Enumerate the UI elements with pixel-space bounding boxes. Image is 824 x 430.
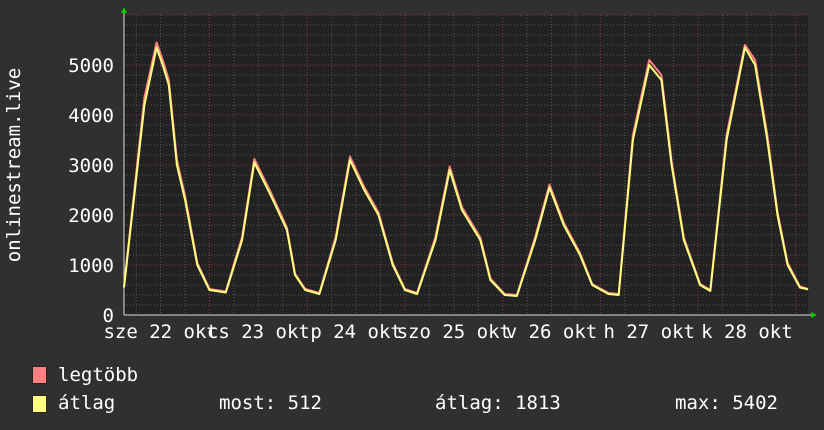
x-tick-label: k 28 okt [701,321,793,343]
legend-avg-label: átlag [58,392,116,414]
x-tick-label: p 24 okt [310,321,402,343]
y-axis-label: onlinestream.live [3,68,25,262]
y-tick-label: 5000 [68,55,114,77]
y-tick-label: 0 [103,305,114,327]
x-tick-label: h 27 okt [603,321,695,343]
legend-max-label: legtöbb [58,364,139,386]
legend-current-value: most: 512 [219,392,322,414]
series-lines [123,41,809,297]
y-axis: 0 1000 2000 3000 4000 5000 [68,55,114,327]
y-tick-label: 4000 [68,105,114,127]
y-tick-label: 1000 [68,255,114,277]
legend-average-value: átlag: 1813 [435,392,561,414]
x-tick-label: sze 22 okt [103,321,217,343]
x-tick-label: cs 23 okt [207,321,310,343]
x-tick-label: v 26 okt [506,321,598,343]
y-axis-arrow-icon [121,7,127,13]
x-axis-arrow-icon [811,312,817,318]
series-line-avg [123,46,809,297]
y-tick-label: 3000 [68,155,114,177]
y-tick-label: 2000 [68,205,114,227]
legend-swatch-avg [32,395,47,413]
x-tick-label: szo 25 okt [397,321,511,343]
legend-maximum-value: max: 5402 [675,392,778,414]
legend-swatch-max [32,366,47,384]
